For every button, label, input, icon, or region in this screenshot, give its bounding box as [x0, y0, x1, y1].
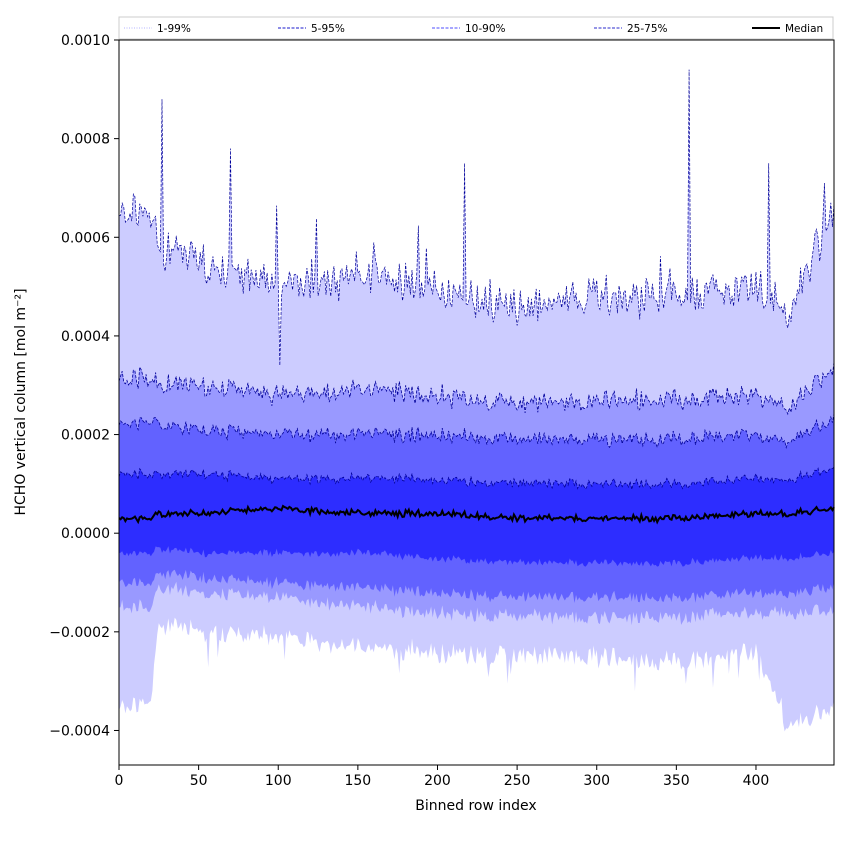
- y-axis-ticks: −0.0004 −0.0002 0.0000 0.0002 0.0004 0.0006 0.…: [49, 33, 119, 739]
- x-tick-label: 400: [743, 773, 770, 789]
- legend-box: [118, 16, 834, 40]
- x-tick-label: 300: [583, 773, 610, 789]
- x-tick-label: 350: [663, 773, 690, 789]
- line-p95: [118, 361, 835, 416]
- plot-frame: [118, 39, 835, 766]
- x-tick-label: 100: [265, 773, 292, 789]
- line-p90: [118, 413, 835, 450]
- legend-label: 1-99%: [157, 23, 191, 35]
- line-median: [118, 504, 835, 525]
- x-tick-label: 0: [115, 773, 124, 789]
- y-tick-label: 0.0002: [61, 428, 110, 444]
- line-p75: [118, 466, 835, 490]
- x-axis-label: Binned row index: [415, 798, 536, 814]
- y-tick-label: 0.0000: [61, 526, 110, 542]
- legend-items: 1-99% 5-95% 10-90% 25-75% Median: [124, 23, 823, 35]
- legend-label: 10-90%: [465, 23, 506, 35]
- x-tick-label: 250: [504, 773, 531, 789]
- x-axis-ticks: 0 50 100 150 200 250 300 350 400: [115, 765, 770, 789]
- x-tick-label: 150: [344, 773, 371, 789]
- median-layer: [118, 504, 835, 525]
- x-tick-label: 50: [190, 773, 208, 789]
- y-axis-label: HCHO vertical column [mol m⁻²]: [13, 288, 29, 515]
- y-tick-label: 0.0004: [61, 329, 110, 345]
- legend-label: 25-75%: [627, 23, 668, 35]
- y-tick-label: −0.0002: [49, 625, 110, 641]
- legend-label: Median: [785, 23, 823, 35]
- y-tick-label: 0.0010: [61, 33, 110, 49]
- legend: 1-99% 5-95% 10-90% 25-75% Median: [118, 16, 834, 40]
- percentile-edge-lines: [118, 69, 835, 490]
- plot-area: [118, 69, 835, 732]
- y-tick-label: 0.0006: [61, 230, 110, 246]
- y-tick-label: −0.0004: [49, 723, 110, 739]
- y-tick-label: 0.0008: [61, 132, 110, 148]
- legend-label: 5-95%: [311, 23, 345, 35]
- percentile-bands: [119, 69, 834, 732]
- x-tick-label: 200: [424, 773, 451, 789]
- line-p99: [118, 69, 835, 366]
